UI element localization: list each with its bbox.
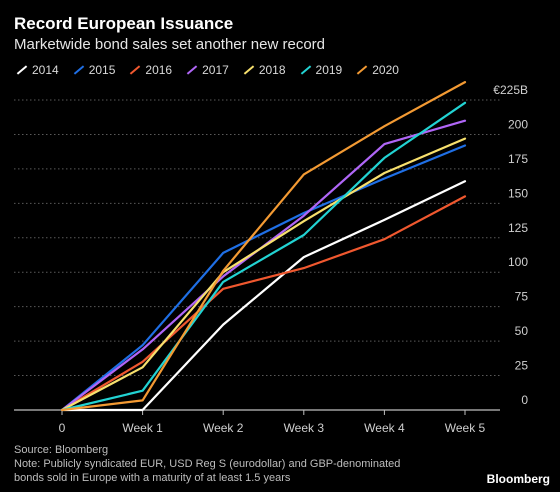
bloomberg-logo: Bloomberg bbox=[486, 472, 550, 486]
y-tick-label: 125 bbox=[508, 221, 528, 235]
y-tick-label: 175 bbox=[508, 152, 528, 166]
legend-item-2016: 2016 bbox=[129, 63, 172, 77]
legend-label: 2020 bbox=[372, 63, 399, 77]
legend-item-2019: 2019 bbox=[300, 63, 343, 77]
series-line-2014 bbox=[60, 180, 467, 412]
y-tick-label: 200 bbox=[508, 117, 528, 131]
series-line-2020 bbox=[60, 80, 467, 412]
legend-label: 2014 bbox=[32, 63, 59, 77]
series-line-2015 bbox=[60, 144, 467, 412]
x-tick-label: Week 1 bbox=[122, 421, 163, 435]
legend-label: 2015 bbox=[88, 63, 116, 77]
y-tick-label: 100 bbox=[508, 255, 528, 269]
y-tick-label: 150 bbox=[508, 186, 528, 200]
chart-title: Record European Issuance bbox=[14, 14, 234, 33]
y-tick-label: 0 bbox=[521, 393, 528, 407]
note-text-line-2: bonds sold in Europe with a maturity of … bbox=[14, 472, 291, 484]
y-tick-label: €225B bbox=[493, 83, 528, 97]
line-chart: 0 25 50 75 100 125 150 175 200 €225B 0 Week 1 Week 2… bbox=[14, 80, 529, 435]
chart-subtitle: Marketwide bond sales set another new re… bbox=[14, 36, 326, 53]
legend-label: 2016 bbox=[145, 63, 173, 77]
y-tick-label: 25 bbox=[515, 359, 529, 373]
series-line-2016 bbox=[60, 195, 467, 412]
legend-label: 2019 bbox=[315, 63, 343, 77]
source-text: Source: Bloomberg bbox=[14, 444, 109, 456]
y-tick-label: 50 bbox=[515, 324, 529, 338]
x-tick-label: Week 4 bbox=[364, 421, 405, 435]
x-tick-label: 0 bbox=[59, 421, 66, 435]
legend-item-2015: 2015 bbox=[73, 63, 116, 77]
x-tick-label: Week 3 bbox=[284, 421, 325, 435]
x-tick-label: Week 2 bbox=[203, 421, 244, 435]
legend-item-2017: 2017 bbox=[186, 63, 229, 77]
x-tick-label: Week 5 bbox=[445, 421, 486, 435]
legend-item-2020: 2020 bbox=[356, 63, 399, 77]
legend-label: 2017 bbox=[202, 63, 229, 77]
footer: Source: Bloomberg Note: Publicly syndica… bbox=[14, 443, 400, 485]
series-line-2019 bbox=[60, 101, 467, 412]
y-tick-label: 75 bbox=[515, 290, 529, 304]
legend-item-2018: 2018 bbox=[243, 63, 286, 77]
series-line-2018 bbox=[60, 137, 467, 412]
legend-label: 2018 bbox=[258, 63, 286, 77]
legend: 2014 2015 2016 2017 2018 2019 2020 bbox=[16, 63, 399, 77]
note-text-line-1: Note: Publicly syndicated EUR, USD Reg S… bbox=[14, 458, 401, 470]
legend-item-2014: 2014 bbox=[16, 63, 59, 77]
